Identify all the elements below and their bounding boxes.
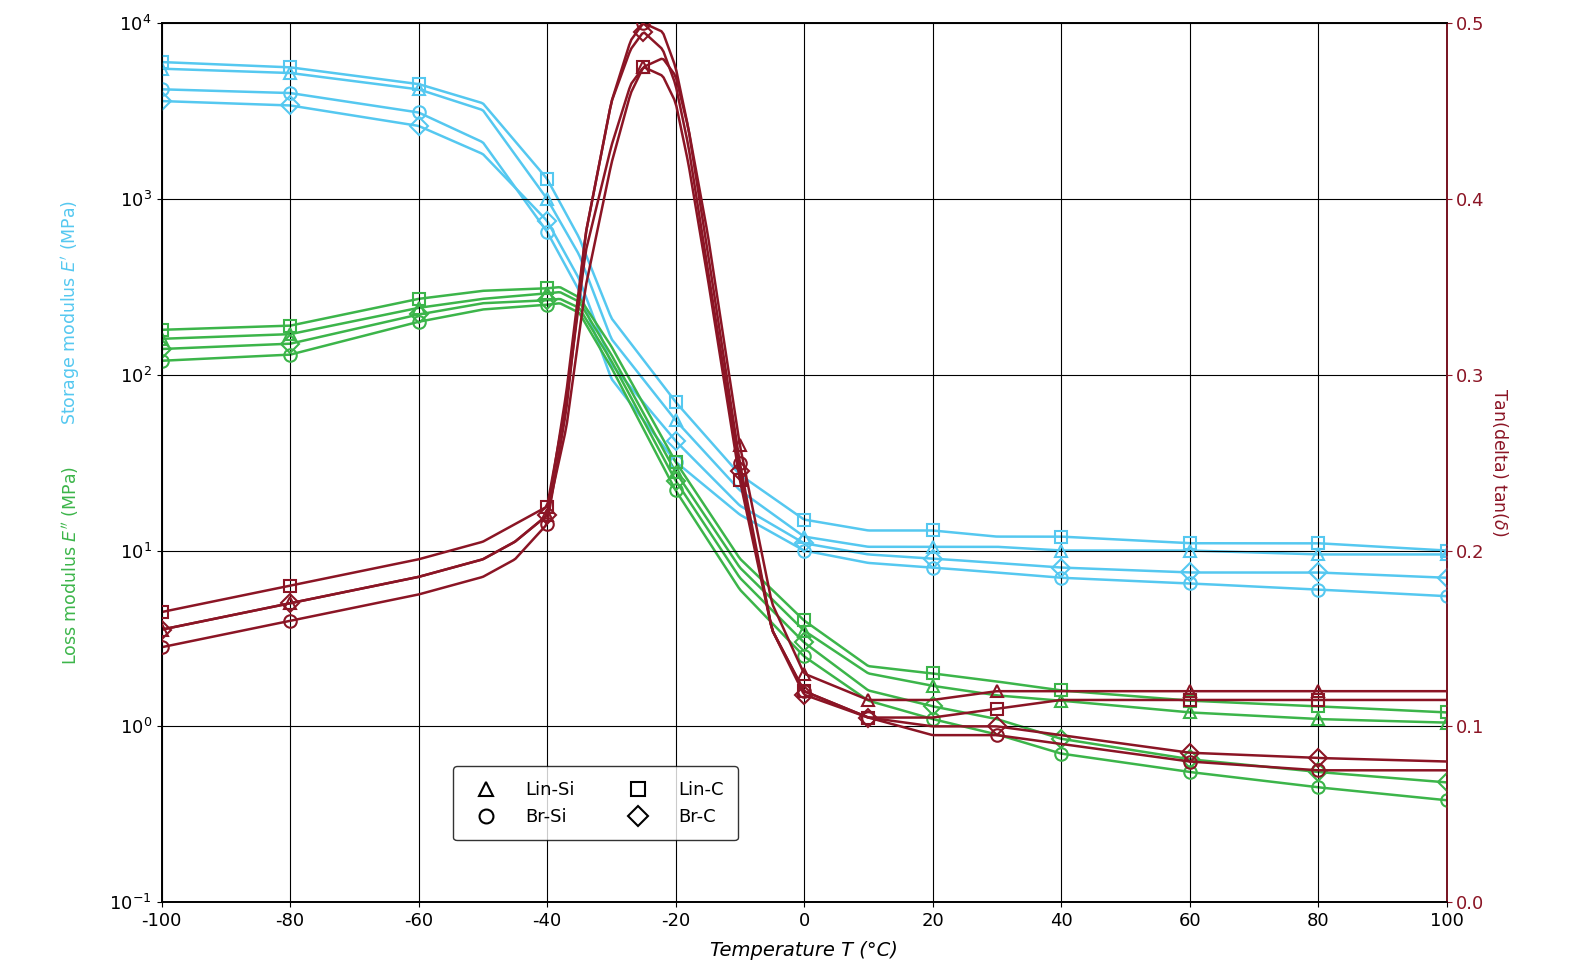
Y-axis label: Tan(delta) tan($\delta$): Tan(delta) tan($\delta$): [1490, 388, 1509, 537]
Text: Storage modulus $E'$ (MPa): Storage modulus $E'$ (MPa): [60, 199, 82, 425]
Legend: Lin-Si, Br-Si, Lin-C, Br-C: Lin-Si, Br-Si, Lin-C, Br-C: [453, 766, 737, 840]
X-axis label: Temperature T (°C): Temperature T (°C): [711, 941, 898, 960]
Text: Loss modulus $E''$ (MPa): Loss modulus $E''$ (MPa): [60, 466, 82, 665]
